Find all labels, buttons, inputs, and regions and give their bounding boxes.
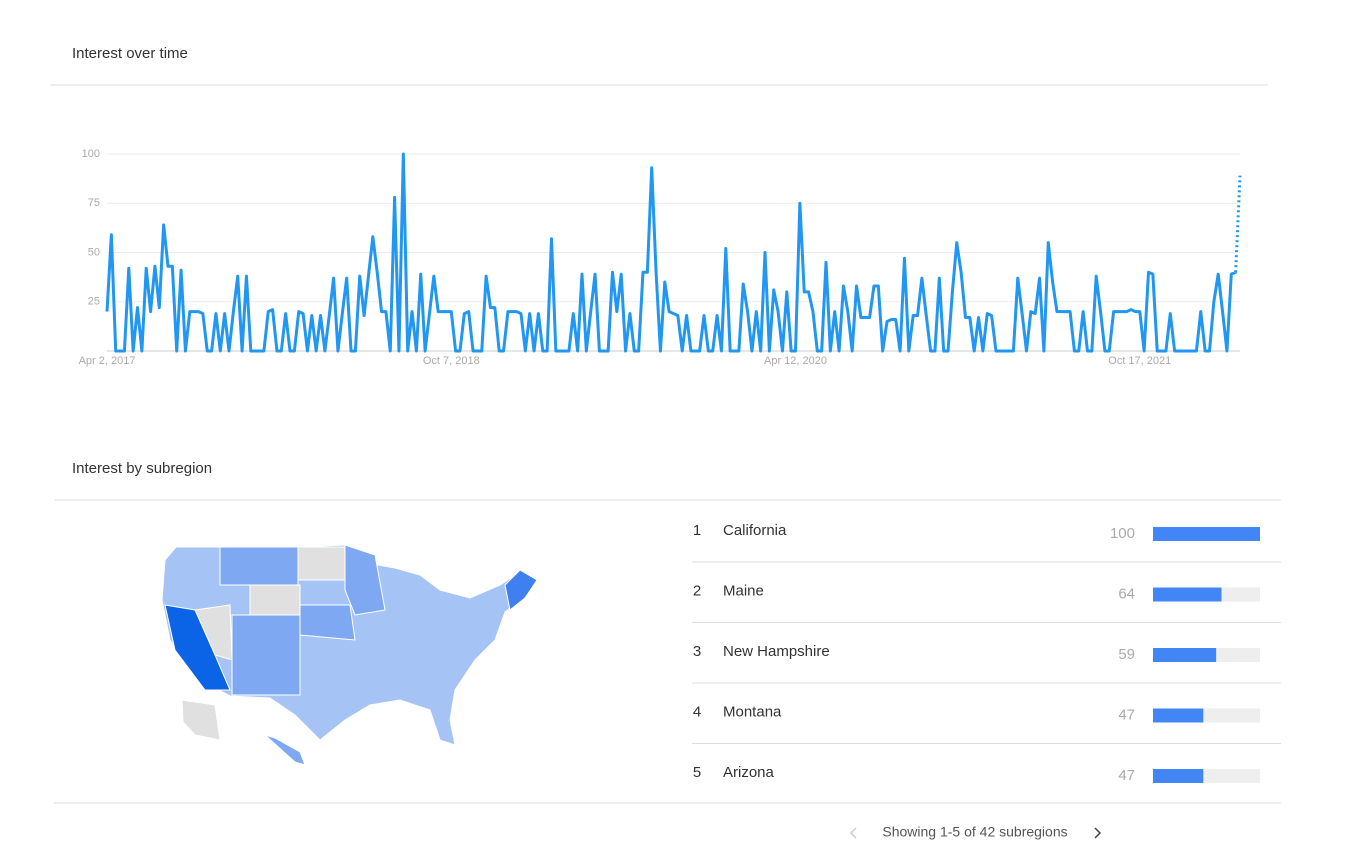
rank: 5 [693,764,701,781]
state-region [344,544,386,616]
partial-mask [1233,175,1243,273]
region-value: 59 [1118,646,1135,663]
region-value: 64 [1118,585,1135,602]
bar [1153,648,1217,662]
region-name: New Hampshire [723,643,830,660]
state-hawaii [264,734,306,766]
pager-text: Showing 1-5 of 42 subregions [882,824,1067,840]
bar [1153,527,1260,541]
trend-line [105,152,1242,353]
state-maine [504,569,538,611]
state-alaska [181,699,221,741]
region-name: Maine [723,582,764,599]
x-tick-label: Oct 7, 2018 [423,355,480,367]
bar [1153,769,1204,783]
section-title: Interest by subregion [72,460,212,477]
rank: 4 [693,703,701,720]
region-value: 100 [1110,525,1135,542]
bar [1153,587,1222,602]
state-region [231,614,301,696]
us-map [161,544,538,766]
y-tick-label: 50 [88,246,100,258]
y-tick-label: 25 [88,296,100,308]
x-tick-label: Oct 17, 2021 [1108,355,1171,367]
region-name: California [723,522,787,539]
bar [1153,708,1204,723]
region-value: 47 [1118,706,1135,723]
region-value: 47 [1118,767,1135,784]
partial-segment [1234,175,1242,273]
rank: 3 [693,643,701,660]
region-name: Arizona [723,764,775,781]
state-region [299,604,356,641]
region-name: Montana [723,703,782,720]
prev-page[interactable] [849,827,857,839]
rank: 1 [693,522,701,539]
next-page[interactable] [1094,827,1102,839]
state-california [164,604,231,691]
pager[interactable]: Showing 1-5 of 42 subregions [849,824,1102,840]
state-region [219,546,299,586]
section-title: Interest over time [72,45,188,62]
x-tick-label: Apr 2, 2017 [79,355,136,367]
x-tick-label: Apr 12, 2020 [764,355,827,367]
y-tick-label: 100 [82,148,100,160]
rank: 2 [693,582,701,599]
state-region [297,546,346,581]
y-tick-label: 75 [88,197,100,209]
